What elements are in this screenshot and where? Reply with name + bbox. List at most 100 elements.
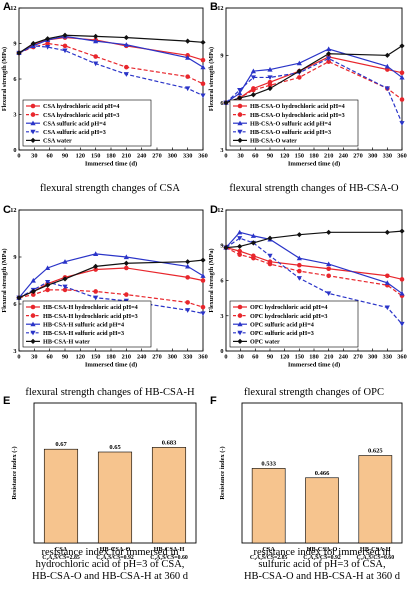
data-point xyxy=(30,288,36,295)
data-point xyxy=(93,61,99,67)
legend-box xyxy=(22,300,152,348)
legend-label: HB-CSA-O hydrochloric acid pH=4 xyxy=(250,103,345,110)
data-point xyxy=(237,229,243,235)
data-point xyxy=(399,121,405,126)
y-tick-label: 0 xyxy=(220,348,223,355)
bar xyxy=(97,451,133,544)
legend-marker xyxy=(237,103,243,109)
data-point xyxy=(399,228,405,234)
data-point xyxy=(93,251,99,256)
data-point xyxy=(296,255,302,261)
y-axis-label: Flexural strength (MPa) xyxy=(208,47,215,111)
data-point xyxy=(399,321,405,327)
data-point xyxy=(237,95,243,101)
x-axis-label: Immersed time (d) xyxy=(288,161,340,168)
legend-label: CSA hydrochloric acid pH=4 xyxy=(43,103,119,110)
category-ratio-label: C₄A₃S̅/CS̅=0.60 xyxy=(150,554,188,561)
x-tick-label: 360 xyxy=(397,153,406,160)
category-ratio-label: C₄A₃S̅/CS̅=2.85 xyxy=(42,554,80,561)
legend-marker xyxy=(30,103,36,109)
x-tick-label: 210 xyxy=(324,354,333,361)
panel-caption: resistance index for immersed in hydrochl… xyxy=(32,547,189,582)
x-tick-label: 30 xyxy=(31,354,37,361)
bar xyxy=(43,448,79,544)
y-tick-label: 12 xyxy=(10,207,16,214)
bar xyxy=(358,455,393,544)
legend-label: OPC sulfuric acid pH=3 xyxy=(250,330,314,337)
category-label: CSA xyxy=(55,546,68,553)
data-point xyxy=(62,32,68,38)
series-line-3 xyxy=(18,253,204,299)
data-point xyxy=(237,248,242,254)
y-tick-label: 6 xyxy=(220,278,223,285)
series-line-2 xyxy=(18,42,204,85)
y-tick-label: 9 xyxy=(13,41,16,48)
data-point xyxy=(399,70,405,75)
panel-letter: B xyxy=(210,1,218,13)
data-point xyxy=(62,287,68,293)
y-axis-label: Resistance index (-) xyxy=(11,446,18,499)
legend-marker xyxy=(30,313,36,318)
data-point xyxy=(93,267,98,272)
panel-caption: flexural strength changes of HB-CSA-O xyxy=(229,183,399,194)
x-tick-label: 180 xyxy=(106,153,115,160)
x-tick-label: 120 xyxy=(76,354,85,361)
legend-label: HB-CSA-O sulfuric acid pH=4 xyxy=(250,120,331,127)
x-tick-label: 0 xyxy=(224,354,227,361)
x-tick-label: 0 xyxy=(224,153,227,160)
data-point xyxy=(250,75,256,81)
data-point xyxy=(124,292,129,297)
x-axis-label: Immersed time (d) xyxy=(85,362,137,369)
bar-value-label: 0.466 xyxy=(315,470,330,477)
legend: HB-CSA-O hydrochloric acid pH=4 HB-CSA-O … xyxy=(229,99,359,147)
series-line-4 xyxy=(18,45,204,97)
panel-caption-line: HB-CSA-O and HB-CSA-H at 360 d xyxy=(32,571,189,582)
data-point xyxy=(399,277,405,282)
data-point xyxy=(123,260,129,266)
legend-marker xyxy=(237,330,243,336)
panel-caption: flexural strength changes of CSA xyxy=(40,183,180,194)
data-point xyxy=(326,59,331,64)
legend-marker xyxy=(237,313,243,318)
bar-value-label: 0.533 xyxy=(261,460,276,467)
data-point xyxy=(200,311,206,316)
legend-marker xyxy=(237,120,243,126)
x-tick-label: 210 xyxy=(324,153,333,160)
data-point xyxy=(124,265,129,271)
x-tick-label: 90 xyxy=(62,153,68,160)
x-tick-label: 210 xyxy=(122,354,131,361)
data-point xyxy=(384,229,390,235)
data-point xyxy=(399,290,405,296)
x-tick-label: 120 xyxy=(280,354,289,361)
chart-panel-b: B 0 30 60 90 120 150 180 210 240 270 300 330 360 3 6 9 12… xyxy=(208,1,407,194)
data-point xyxy=(296,68,302,74)
chart-panel-c: C 0 30 60 90 120 150 180 210 240 270 300 330 360 3 6 9 12… xyxy=(1,204,208,398)
legend-label: CSA water xyxy=(43,138,72,145)
legend-marker xyxy=(30,137,36,143)
panel-caption-line: sulfuric acid of pH=3 of CSA, xyxy=(258,559,385,570)
panel-caption: flexural strength changes of HB-CSA-H xyxy=(25,387,195,398)
data-point xyxy=(200,304,206,310)
y-tick-label: 9 xyxy=(220,242,223,249)
data-point xyxy=(16,50,22,56)
series-line-5 xyxy=(225,230,403,249)
x-tick-label: 30 xyxy=(31,153,37,160)
series-line-1 xyxy=(225,56,403,104)
category-label: HB-CSA-H xyxy=(154,546,185,553)
x-tick-label: 240 xyxy=(339,153,348,160)
x-tick-label: 270 xyxy=(353,153,362,160)
bar-value-label: 0.65 xyxy=(109,444,121,451)
legend-label: CSA sulfuric acid pH=3 xyxy=(43,129,106,136)
y-tick-label: 6 xyxy=(13,76,16,83)
x-tick-label: 330 xyxy=(183,354,192,361)
data-point xyxy=(93,295,99,301)
data-point xyxy=(45,41,50,46)
data-point xyxy=(93,263,99,269)
data-point xyxy=(93,289,98,294)
x-tick-label: 300 xyxy=(168,354,177,361)
data-point xyxy=(185,86,191,92)
y-tick-label: 9 xyxy=(13,254,16,261)
legend-label: HB-CSA-H hydrochloric acid pH=3 xyxy=(43,313,138,320)
data-point xyxy=(250,92,256,98)
x-tick-label: 300 xyxy=(368,153,377,160)
